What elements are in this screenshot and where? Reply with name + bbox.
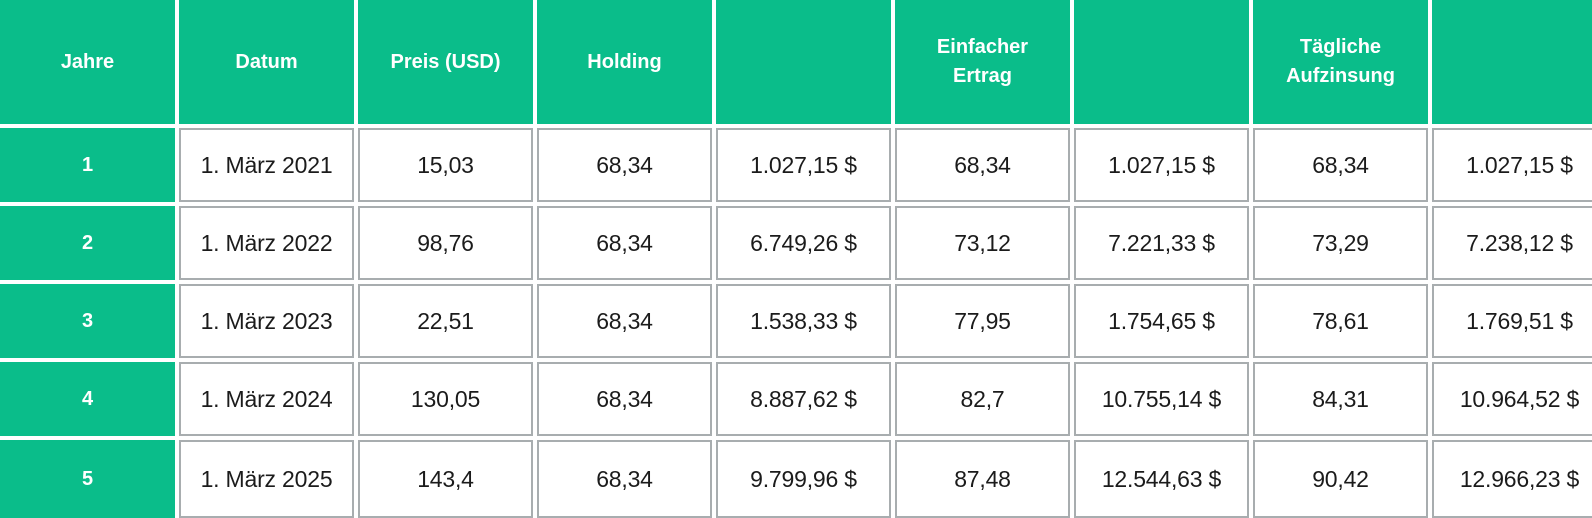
cell-preis: 15,03 — [358, 128, 533, 202]
cell-datum: 1. März 2021 — [179, 128, 354, 202]
header-taegliche-aufzinsung-wert — [1432, 0, 1592, 124]
cell-datum: 1. März 2023 — [179, 284, 354, 358]
cell-holding: 68,34 — [537, 206, 712, 280]
cell-holding-wert: 9.799,96 $ — [716, 440, 891, 518]
cell-taegliche-aufzinsung-wert: 1.027,15 $ — [1432, 128, 1592, 202]
cell-datum: 1. März 2022 — [179, 206, 354, 280]
cell-preis: 130,05 — [358, 362, 533, 436]
cell-holding-wert: 6.749,26 $ — [716, 206, 891, 280]
cell-taegliche-aufzinsung-wert: 12.966,23 $ — [1432, 440, 1592, 518]
cell-datum: 1. März 2025 — [179, 440, 354, 518]
cell-preis: 143,4 — [358, 440, 533, 518]
row-number-cell: 3 — [0, 284, 175, 358]
cell-taegliche-aufzinsung: 84,31 — [1253, 362, 1428, 436]
cell-einfacher-ertrag-wert: 1.754,65 $ — [1074, 284, 1249, 358]
header-preis-usd: Preis (USD) — [358, 0, 533, 124]
cell-taegliche-aufzinsung: 78,61 — [1253, 284, 1428, 358]
row-number-cell: 5 — [0, 440, 175, 518]
cell-holding: 68,34 — [537, 440, 712, 518]
header-einfacher-ertrag: Einfacher Ertrag — [895, 0, 1070, 124]
cell-holding: 68,34 — [537, 128, 712, 202]
cell-einfacher-ertrag-wert: 7.221,33 $ — [1074, 206, 1249, 280]
cell-einfacher-ertrag-wert: 12.544,63 $ — [1074, 440, 1249, 518]
cell-einfacher-ertrag: 77,95 — [895, 284, 1070, 358]
header-holding-wert — [716, 0, 891, 124]
cell-preis: 98,76 — [358, 206, 533, 280]
table-row: 1 1. März 2021 15,03 68,34 1.027,15 $ 68… — [0, 128, 1592, 202]
cell-einfacher-ertrag: 82,7 — [895, 362, 1070, 436]
cell-holding-wert: 1.027,15 $ — [716, 128, 891, 202]
cell-einfacher-ertrag-wert: 1.027,15 $ — [1074, 128, 1249, 202]
cell-taegliche-aufzinsung-wert: 7.238,12 $ — [1432, 206, 1592, 280]
row-number-cell: 2 — [0, 206, 175, 280]
cell-datum: 1. März 2024 — [179, 362, 354, 436]
cell-taegliche-aufzinsung: 68,34 — [1253, 128, 1428, 202]
cell-taegliche-aufzinsung: 73,29 — [1253, 206, 1428, 280]
cell-einfacher-ertrag-wert: 10.755,14 $ — [1074, 362, 1249, 436]
cell-preis: 22,51 — [358, 284, 533, 358]
cell-einfacher-ertrag: 73,12 — [895, 206, 1070, 280]
header-datum: Datum — [179, 0, 354, 124]
table-row: 5 1. März 2025 143,4 68,34 9.799,96 $ 87… — [0, 440, 1592, 518]
cell-holding: 68,34 — [537, 362, 712, 436]
row-number-cell: 4 — [0, 362, 175, 436]
cell-taegliche-aufzinsung-wert: 1.769,51 $ — [1432, 284, 1592, 358]
cell-taegliche-aufzinsung-wert: 10.964,52 $ — [1432, 362, 1592, 436]
table-row: 4 1. März 2024 130,05 68,34 8.887,62 $ 8… — [0, 362, 1592, 436]
cell-holding-wert: 1.538,33 $ — [716, 284, 891, 358]
table-row: 3 1. März 2023 22,51 68,34 1.538,33 $ 77… — [0, 284, 1592, 358]
cell-einfacher-ertrag: 87,48 — [895, 440, 1070, 518]
cell-holding: 68,34 — [537, 284, 712, 358]
header-holding: Holding — [537, 0, 712, 124]
header-jahre: Jahre — [0, 0, 175, 124]
cell-holding-wert: 8.887,62 $ — [716, 362, 891, 436]
header-row: Jahre Datum Preis (USD) Holding Einfache… — [0, 0, 1592, 124]
table-row: 2 1. März 2022 98,76 68,34 6.749,26 $ 73… — [0, 206, 1592, 280]
cell-einfacher-ertrag: 68,34 — [895, 128, 1070, 202]
header-taegliche-aufzinsung: Tägliche Aufzinsung — [1253, 0, 1428, 124]
header-einfacher-ertrag-wert — [1074, 0, 1249, 124]
cell-taegliche-aufzinsung: 90,42 — [1253, 440, 1428, 518]
row-number-cell: 1 — [0, 128, 175, 202]
